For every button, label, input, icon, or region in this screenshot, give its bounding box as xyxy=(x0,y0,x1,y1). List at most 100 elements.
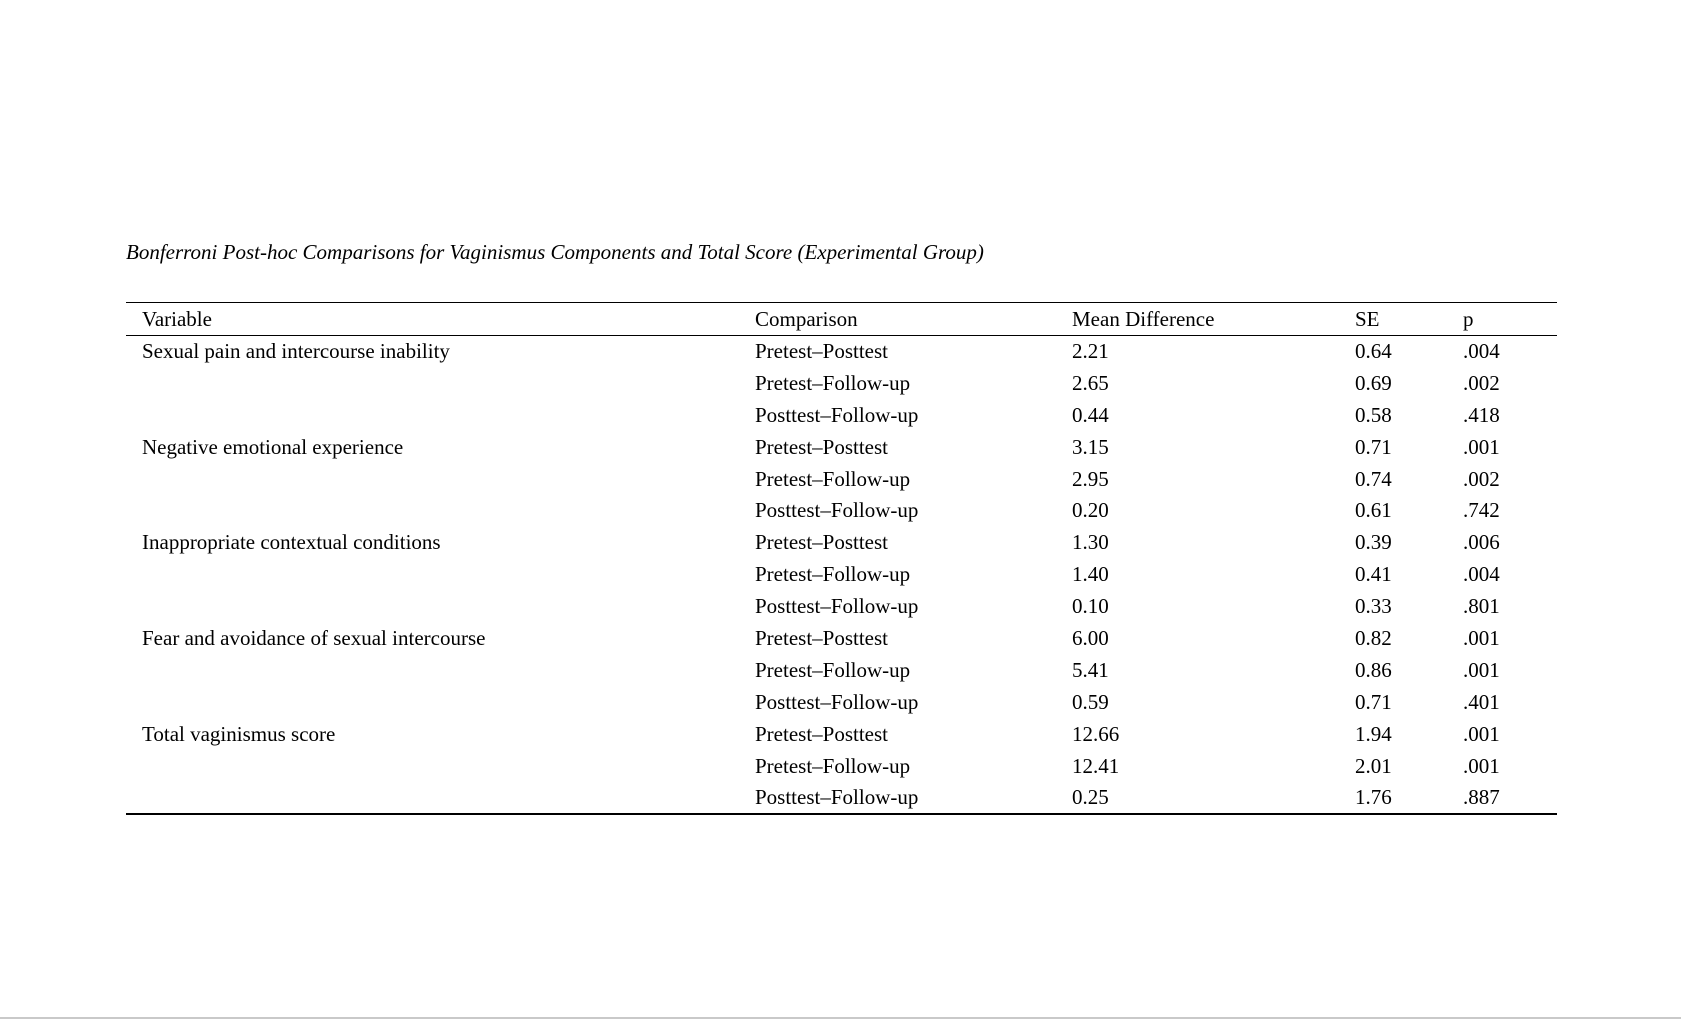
table-row: Pretest–Follow-up 2.95 0.74 .002 xyxy=(126,463,1557,495)
comparison-cell: Pretest–Posttest xyxy=(755,339,889,364)
table-row: Posttest–Follow-up 0.20 0.61 .742 xyxy=(126,495,1557,527)
variable-cell: Fear and avoidance of sexual intercourse xyxy=(142,625,486,650)
p-cell: .002 xyxy=(1463,466,1500,491)
p-cell: .418 xyxy=(1463,402,1500,427)
table-row: Pretest–Follow-up 12.41 2.01 .001 xyxy=(126,750,1557,782)
comparison-cell: Pretest–Follow-up xyxy=(755,562,911,587)
se-cell: 0.64 xyxy=(1355,339,1392,364)
variable-cell xyxy=(126,495,755,527)
table-row: Posttest–Follow-up 0.10 0.33 .801 xyxy=(126,591,1557,623)
table-title: Bonferroni Post-hoc Comparisons for Vagi… xyxy=(126,240,984,264)
posthoc-comparisons-table: Variable Comparison Mean Difference SE p… xyxy=(126,302,1557,815)
mean-difference-cell: 2.21 xyxy=(1072,339,1109,364)
p-cell: .742 xyxy=(1463,498,1500,523)
comparison-cell: Pretest–Follow-up xyxy=(755,753,911,778)
table-row: Total vaginismus score Pretest–Posttest 12… xyxy=(126,718,1557,750)
table-row: Posttest–Follow-up 0.44 0.58 .418 xyxy=(126,399,1557,431)
mean-difference-cell: 2.95 xyxy=(1072,466,1109,491)
mean-difference-cell: 6.00 xyxy=(1072,625,1109,650)
variable-cell: Total vaginismus score xyxy=(142,721,336,746)
variable-cell xyxy=(126,654,755,686)
p-cell: .001 xyxy=(1463,657,1500,682)
table-row: Posttest–Follow-up 0.25 1.76 .887 xyxy=(126,782,1557,814)
se-cell: 0.86 xyxy=(1355,657,1392,682)
se-cell: 2.01 xyxy=(1355,753,1392,778)
p-cell: .001 xyxy=(1463,753,1500,778)
p-cell: .001 xyxy=(1463,721,1500,746)
mean-difference-cell: 1.30 xyxy=(1072,530,1109,555)
p-cell: .004 xyxy=(1463,562,1500,587)
column-header-variable: Variable xyxy=(126,302,755,336)
se-cell: 0.74 xyxy=(1355,466,1392,491)
variable-cell: Inappropriate contextual conditions xyxy=(142,530,441,555)
se-cell: 0.71 xyxy=(1355,689,1392,714)
variable-cell xyxy=(126,463,755,495)
variable-cell xyxy=(126,559,755,591)
table-row: Pretest–Follow-up 5.41 0.86 .001 xyxy=(126,654,1557,686)
mean-difference-cell: 0.44 xyxy=(1072,402,1109,427)
comparison-cell: Posttest–Follow-up xyxy=(755,498,919,523)
se-cell: 0.41 xyxy=(1355,562,1392,587)
comparison-cell: Pretest–Posttest xyxy=(755,625,889,650)
p-cell: .401 xyxy=(1463,689,1500,714)
table-row: Sexual pain and intercourse inability Pre… xyxy=(126,336,1557,368)
column-header-mean-difference: Mean Difference xyxy=(1072,302,1355,336)
column-header-se: SE xyxy=(1355,302,1463,336)
table-row: Posttest–Follow-up 0.59 0.71 .401 xyxy=(126,686,1557,718)
comparison-cell: Posttest–Follow-up xyxy=(755,784,919,809)
se-cell: 0.39 xyxy=(1355,530,1392,555)
variable-cell xyxy=(126,367,755,399)
mean-difference-cell: 0.59 xyxy=(1072,689,1109,714)
variable-cell: Negative emotional experience xyxy=(142,434,404,459)
mean-difference-cell: 1.40 xyxy=(1072,562,1109,587)
se-cell: 0.61 xyxy=(1355,498,1392,523)
comparison-cell: Pretest–Posttest xyxy=(755,530,889,555)
table-row: Negative emotional experience Pretest–Pos… xyxy=(126,431,1557,463)
mean-difference-cell: 0.20 xyxy=(1072,498,1109,523)
comparison-cell: Posttest–Follow-up xyxy=(755,402,919,427)
mean-difference-cell: 5.41 xyxy=(1072,657,1109,682)
p-cell: .887 xyxy=(1463,784,1500,809)
p-cell: .006 xyxy=(1463,530,1500,555)
se-cell: 1.94 xyxy=(1355,721,1392,746)
header-row: Variable Comparison Mean Difference SE p xyxy=(126,302,1557,336)
se-cell: 1.76 xyxy=(1355,784,1392,809)
p-cell: .001 xyxy=(1463,625,1500,650)
mean-difference-cell: 0.25 xyxy=(1072,784,1109,809)
variable-cell xyxy=(126,399,755,431)
comparison-cell: Pretest–Follow-up xyxy=(755,466,911,491)
variable-cell: Sexual pain and intercourse inability xyxy=(142,339,450,364)
table-row: Fear and avoidance of sexual intercourse… xyxy=(126,623,1557,655)
mean-difference-cell: 12.41 xyxy=(1072,753,1120,778)
mean-difference-cell: 3.15 xyxy=(1072,434,1109,459)
se-cell: 0.58 xyxy=(1355,402,1392,427)
comparison-cell: Pretest–Follow-up xyxy=(755,657,911,682)
variable-cell xyxy=(126,591,755,623)
column-header-p: p xyxy=(1463,302,1557,336)
p-cell: .002 xyxy=(1463,370,1500,395)
se-cell: 0.69 xyxy=(1355,370,1392,395)
p-cell: .801 xyxy=(1463,594,1500,619)
table-row: Inappropriate contextual conditions Prete… xyxy=(126,527,1557,559)
page-bottom-edge xyxy=(0,1017,1681,1019)
comparison-cell: Posttest–Follow-up xyxy=(755,689,919,714)
mean-difference-cell: 12.66 xyxy=(1072,721,1120,746)
comparison-cell: Pretest–Follow-up xyxy=(755,370,911,395)
mean-difference-cell: 0.10 xyxy=(1072,594,1109,619)
se-cell: 0.71 xyxy=(1355,434,1392,459)
table-body: Sexual pain and intercourse inability Pre… xyxy=(126,336,1557,814)
se-cell: 0.33 xyxy=(1355,594,1392,619)
mean-difference-cell: 2.65 xyxy=(1072,370,1109,395)
table-row: Pretest–Follow-up 2.65 0.69 .002 xyxy=(126,367,1557,399)
p-cell: .004 xyxy=(1463,339,1500,364)
variable-cell xyxy=(126,686,755,718)
comparison-cell: Pretest–Posttest xyxy=(755,434,889,459)
column-header-comparison: Comparison xyxy=(755,302,1072,336)
p-cell: .001 xyxy=(1463,434,1500,459)
variable-cell xyxy=(126,782,755,814)
comparison-cell: Posttest–Follow-up xyxy=(755,594,919,619)
variable-cell xyxy=(126,750,755,782)
se-cell: 0.82 xyxy=(1355,625,1392,650)
table-row: Pretest–Follow-up 1.40 0.41 .004 xyxy=(126,559,1557,591)
comparison-cell: Pretest–Posttest xyxy=(755,721,889,746)
